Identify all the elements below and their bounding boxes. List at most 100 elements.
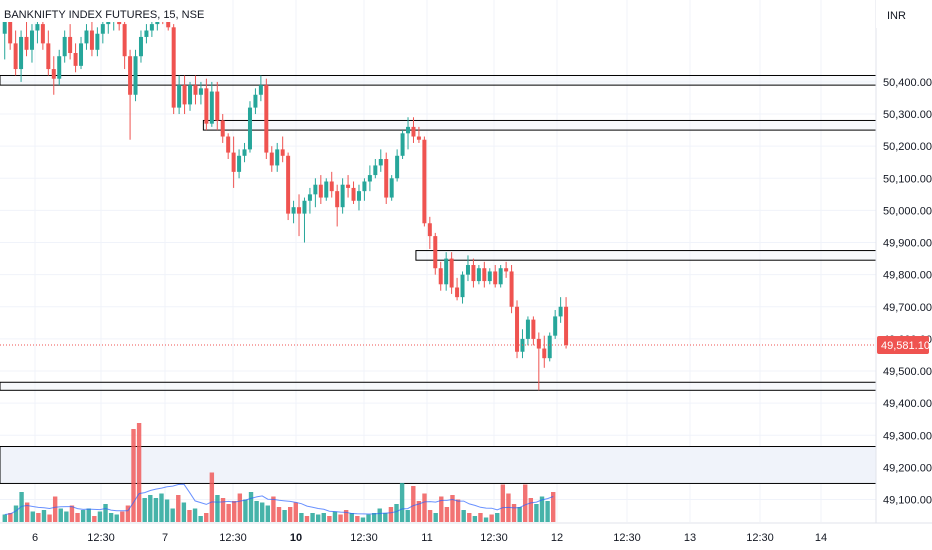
volume-bar [232, 501, 237, 522]
candle-body [297, 207, 302, 214]
currency-label[interactable]: INR [887, 10, 906, 22]
candle-body [302, 200, 307, 214]
time-tick-label: 12:30 [350, 532, 378, 544]
time-tick-label: 12:30 [219, 532, 247, 544]
time-tick-label: 12:30 [480, 532, 508, 544]
candle-body [351, 187, 356, 201]
volume-bar [523, 484, 528, 522]
candle-body [367, 175, 372, 182]
volume-bar [405, 510, 410, 522]
candle-body [504, 268, 509, 272]
candle-body [57, 56, 62, 79]
volume-bar [534, 504, 539, 522]
volume-bars [2, 423, 556, 522]
candle-body [24, 36, 29, 50]
candle-body [471, 265, 476, 282]
candle-body [427, 223, 432, 237]
volume-bar [226, 504, 231, 522]
volume-bar [187, 510, 192, 522]
candle-body [198, 88, 203, 95]
volume-bar [13, 505, 19, 522]
candle-body [460, 274, 465, 298]
volume-bar [433, 513, 438, 522]
price-tick-label: 50,400.00 [883, 77, 932, 89]
candle-body [13, 43, 18, 70]
candle-body [193, 85, 198, 95]
candle-body [138, 36, 143, 57]
price-axis[interactable]: 50,400.00 50,300.00 50,200.00 50,100.00 50,0… [875, 0, 932, 550]
candle-body [433, 236, 438, 269]
volume-bar [416, 501, 422, 522]
volume-bar [181, 502, 187, 522]
volume-bar [321, 513, 326, 522]
volume-bar [19, 492, 24, 522]
volume-bar [478, 513, 483, 522]
volume-bar [422, 493, 427, 522]
volume-bar [198, 516, 203, 522]
volume-bar [92, 516, 97, 522]
price-tick-label: 49,200.00 [883, 462, 932, 474]
volume-bar [97, 511, 103, 522]
zone-box [0, 446, 877, 484]
candle-body [231, 152, 236, 172]
volume-bar [511, 504, 517, 522]
candle-body [531, 319, 536, 339]
volume-bar [125, 505, 131, 522]
volume-bar [148, 495, 153, 522]
price-tick-label: 50,200.00 [883, 141, 932, 153]
volume-bar [271, 496, 276, 522]
candle-body [62, 36, 67, 57]
price-tick-label: 49,700.00 [883, 302, 932, 314]
volume-bar [517, 507, 522, 522]
volume-bar [383, 513, 388, 522]
candle-body [89, 30, 94, 50]
candle-body [542, 348, 547, 359]
candle-body [515, 306, 520, 352]
time-tick-label: 10 [290, 532, 302, 544]
volume-bar [220, 498, 226, 522]
candle-body [313, 184, 318, 195]
volume-bar [209, 472, 215, 522]
candle-body [340, 184, 345, 208]
candle-body [35, 24, 40, 31]
volume-bar [164, 499, 170, 522]
candle-body [362, 181, 367, 192]
candle-body [280, 149, 285, 156]
price-tick-label: 50,000.00 [883, 205, 932, 217]
price-tick-label: 49,400.00 [883, 398, 932, 410]
candle-body [209, 91, 214, 124]
volume-bar [276, 507, 282, 522]
candle-body [324, 181, 329, 198]
candle-body [482, 268, 487, 282]
zones [0, 74, 877, 484]
volume-bar [215, 495, 220, 522]
candle-body [128, 56, 133, 95]
volume-bar [455, 499, 461, 522]
candle-body [177, 85, 182, 108]
volume-bar [159, 493, 164, 522]
currency-backdrop [876, 0, 932, 28]
candle-body [384, 159, 389, 198]
title-backdrop [0, 0, 175, 22]
candle-body [465, 265, 470, 275]
volume-bar [114, 514, 119, 522]
volume-bar [192, 508, 198, 522]
candle-body [204, 88, 209, 124]
volume-bar [103, 504, 108, 522]
candle-body [100, 24, 105, 34]
time-axis[interactable]: 6 12:30 7 12:30 10 12:30 11 12:30 12 12:30 13 12:30… [0, 522, 932, 550]
volume-bar [248, 492, 254, 522]
volume-bar [204, 513, 209, 522]
candle-body [182, 85, 187, 105]
candle-body [188, 85, 193, 105]
candle-body [449, 258, 454, 288]
volume-bar [315, 514, 321, 522]
candle-body [122, 24, 127, 57]
volume-bar [2, 514, 7, 522]
volume-bar [80, 510, 86, 522]
candle-body [525, 319, 530, 339]
candle-body [536, 338, 541, 349]
candle-body [411, 126, 416, 137]
time-tick-label: 12 [551, 532, 563, 544]
